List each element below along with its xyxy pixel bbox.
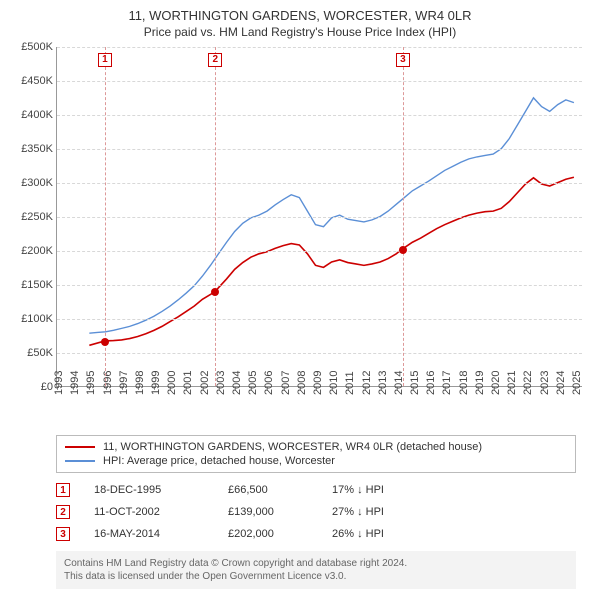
plot-region: £0£50K£100K£150K£200K£250K£300K£350K£400… — [56, 47, 582, 387]
gridline — [57, 115, 582, 116]
y-tick-label: £150K — [13, 279, 53, 291]
series-line-hpi — [89, 98, 574, 333]
series-line-property — [89, 177, 574, 345]
transaction-price: £139,000 — [228, 506, 308, 518]
chart-title: 11, WORTHINGTON GARDENS, WORCESTER, WR4 … — [12, 8, 588, 23]
y-tick-label: £300K — [13, 177, 53, 189]
legend-swatch — [65, 446, 95, 448]
legend-label: HPI: Average price, detached house, Worc… — [103, 455, 335, 467]
footer-line: Contains HM Land Registry data © Crown c… — [64, 557, 568, 570]
transaction-marker: 3 — [56, 527, 70, 541]
transaction-price: £66,500 — [228, 484, 308, 496]
y-tick-label: £100K — [13, 313, 53, 325]
event-point — [399, 246, 407, 254]
legend-item-property: 11, WORTHINGTON GARDENS, WORCESTER, WR4 … — [65, 440, 567, 454]
y-tick-label: £350K — [13, 143, 53, 155]
gridline — [57, 353, 582, 354]
y-tick-label: £0 — [13, 381, 53, 393]
event-line — [403, 47, 404, 386]
event-point — [101, 338, 109, 346]
transaction-row: 2 11-OCT-2002 £139,000 27% ↓ HPI — [56, 501, 576, 523]
y-tick-label: £450K — [13, 75, 53, 87]
legend-swatch — [65, 460, 95, 462]
gridline — [57, 183, 582, 184]
gridline — [57, 81, 582, 82]
transaction-price: £202,000 — [228, 528, 308, 540]
transaction-row: 1 18-DEC-1995 £66,500 17% ↓ HPI — [56, 479, 576, 501]
legend-label: 11, WORTHINGTON GARDENS, WORCESTER, WR4 … — [103, 441, 482, 453]
event-point — [211, 288, 219, 296]
y-tick-label: £50K — [13, 347, 53, 359]
gridline — [57, 251, 582, 252]
transaction-vs-hpi: 26% ↓ HPI — [332, 528, 432, 540]
transaction-list: 1 18-DEC-1995 £66,500 17% ↓ HPI 2 11-OCT-2002… — [56, 479, 576, 545]
transaction-vs-hpi: 17% ↓ HPI — [332, 484, 432, 496]
legend: 11, WORTHINGTON GARDENS, WORCESTER, WR4 … — [56, 435, 576, 473]
transaction-row: 3 16-MAY-2014 £202,000 26% ↓ HPI — [56, 523, 576, 545]
gridline — [57, 47, 582, 48]
transaction-marker: 1 — [56, 483, 70, 497]
event-line — [215, 47, 216, 386]
gridline — [57, 217, 582, 218]
transaction-date: 16-MAY-2014 — [94, 528, 204, 540]
gridline — [57, 285, 582, 286]
chart-container: 11, WORTHINGTON GARDENS, WORCESTER, WR4 … — [0, 0, 600, 590]
y-tick-label: £200K — [13, 245, 53, 257]
transaction-marker: 2 — [56, 505, 70, 519]
footer-line: This data is licensed under the Open Gov… — [64, 570, 568, 583]
transaction-date: 11-OCT-2002 — [94, 506, 204, 518]
chart-area: £0 £50K £100K £150K £200K £250K £300K £350K £400… — [12, 47, 588, 427]
y-tick-label: £250K — [13, 211, 53, 223]
gridline — [57, 319, 582, 320]
y-tick-label: £400K — [13, 109, 53, 121]
event-marker: 3 — [396, 53, 410, 67]
transaction-date: 18-DEC-1995 — [94, 484, 204, 496]
legend-item-hpi: HPI: Average price, detached house, Worc… — [65, 454, 567, 468]
transaction-vs-hpi: 27% ↓ HPI — [332, 506, 432, 518]
event-line — [105, 47, 106, 386]
chart-subtitle: Price paid vs. HM Land Registry's House … — [12, 25, 588, 39]
attribution-footer: Contains HM Land Registry data © Crown c… — [56, 551, 576, 589]
event-marker: 2 — [208, 53, 222, 67]
y-tick-label: £500K — [13, 41, 53, 53]
event-marker: 1 — [98, 53, 112, 67]
gridline — [57, 149, 582, 150]
